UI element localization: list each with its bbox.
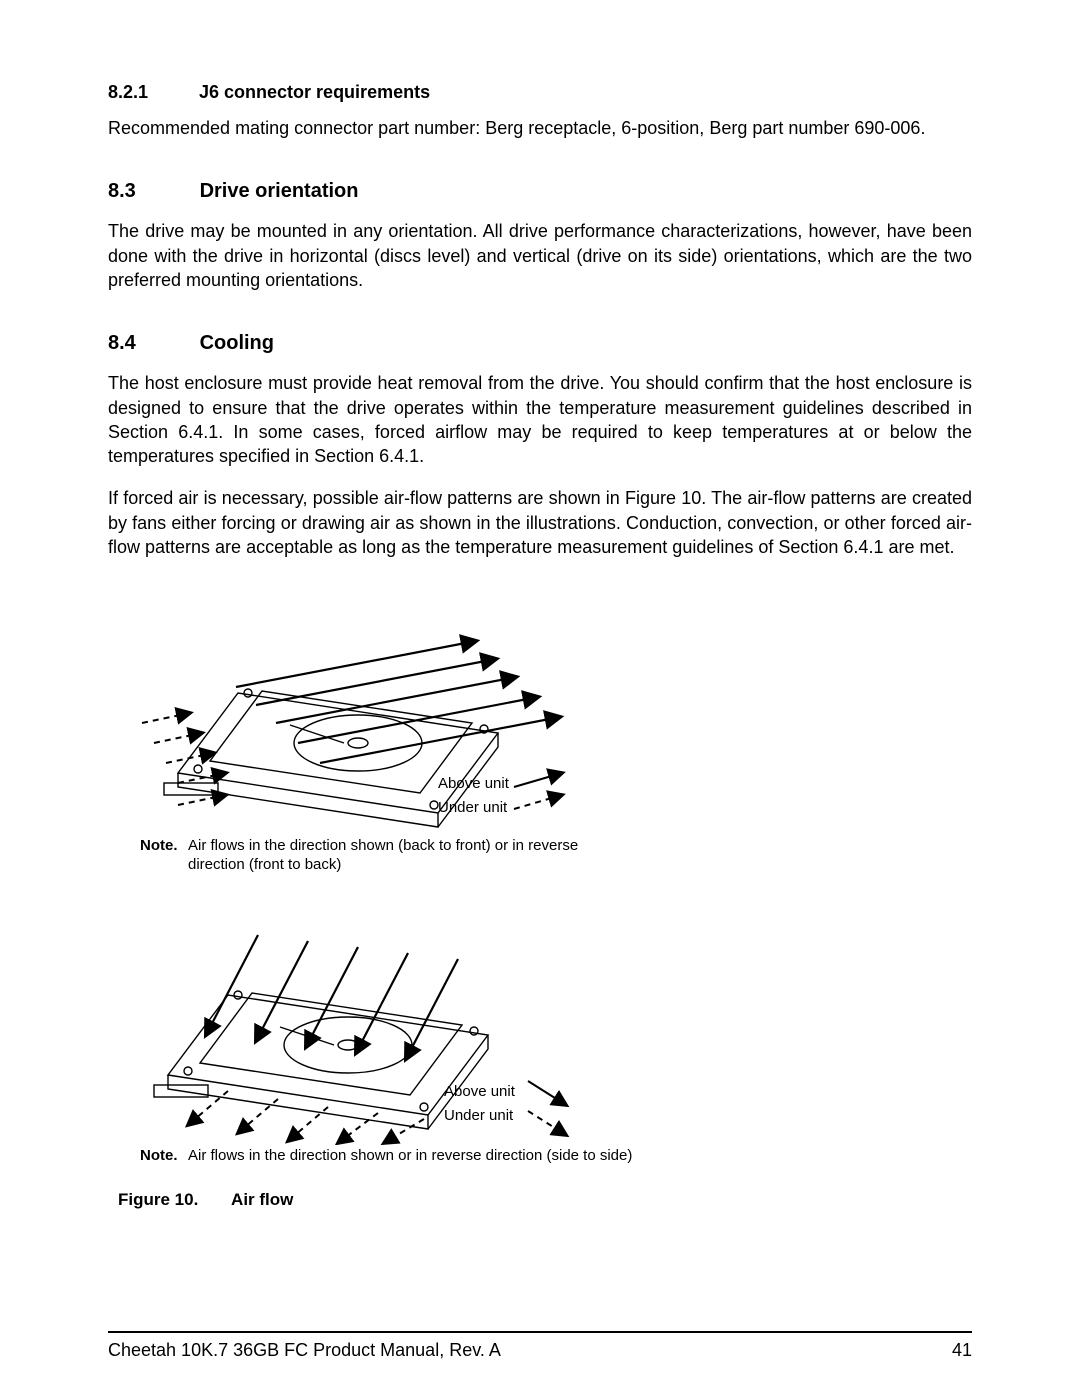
paragraph-8-3: The drive may be mounted in any orientat… <box>108 219 972 292</box>
footer-rule <box>108 1331 972 1333</box>
label-above-unit: Above unit <box>444 1083 515 1100</box>
note-prefix: Note. <box>140 837 188 875</box>
section-number: 8.4 <box>108 332 194 355</box>
airflow-diagram-top: Above unit Under unit <box>118 593 638 833</box>
figure-caption: Figure 10. Air flow <box>118 1190 638 1210</box>
label-under-unit: Under unit <box>438 799 507 816</box>
footer-page-number: 41 <box>952 1340 972 1361</box>
section-number: 8.3 <box>108 180 194 203</box>
section-title: J6 connector requirements <box>199 82 430 102</box>
footer-left: Cheetah 10K.7 36GB FC Product Manual, Re… <box>108 1340 501 1361</box>
label-above-unit: Above unit <box>438 775 509 792</box>
note-text: Air flows in the direction shown (back t… <box>188 837 638 875</box>
paragraph-8-2-1: Recommended mating connector part number… <box>108 117 972 140</box>
note-diagram-1: Note. Air flows in the direction shown (… <box>140 837 638 875</box>
note-prefix: Note. <box>140 1147 188 1166</box>
section-number: 8.2.1 <box>108 82 194 103</box>
note-diagram-2: Note. Air flows in the direction shown o… <box>140 1147 638 1166</box>
page-footer: Cheetah 10K.7 36GB FC Product Manual, Re… <box>108 1340 972 1361</box>
figure-10: Above unit Under unit Note. Air flows in… <box>118 593 638 1209</box>
heading-8-4: 8.4 Cooling <box>108 332 972 355</box>
heading-8-3: 8.3 Drive orientation <box>108 180 972 203</box>
drive-top-svg <box>118 593 638 833</box>
paragraph-8-4-a: The host enclosure must provide heat rem… <box>108 371 972 468</box>
paragraph-8-4-b: If forced air is necessary, possible air… <box>108 486 972 559</box>
section-title: Cooling <box>200 332 274 354</box>
label-under-unit: Under unit <box>444 1107 513 1124</box>
figure-label: Figure 10. <box>118 1190 198 1209</box>
drive-bottom-svg <box>118 895 638 1145</box>
section-title: Drive orientation <box>200 180 359 202</box>
page: 8.2.1 J6 connector requirements Recommen… <box>0 0 1080 1397</box>
heading-8-2-1: 8.2.1 J6 connector requirements <box>108 82 972 103</box>
figure-title: Air flow <box>231 1190 293 1209</box>
note-text: Air flows in the direction shown or in r… <box>188 1147 638 1166</box>
airflow-diagram-bottom: Above unit Under unit <box>118 895 638 1145</box>
